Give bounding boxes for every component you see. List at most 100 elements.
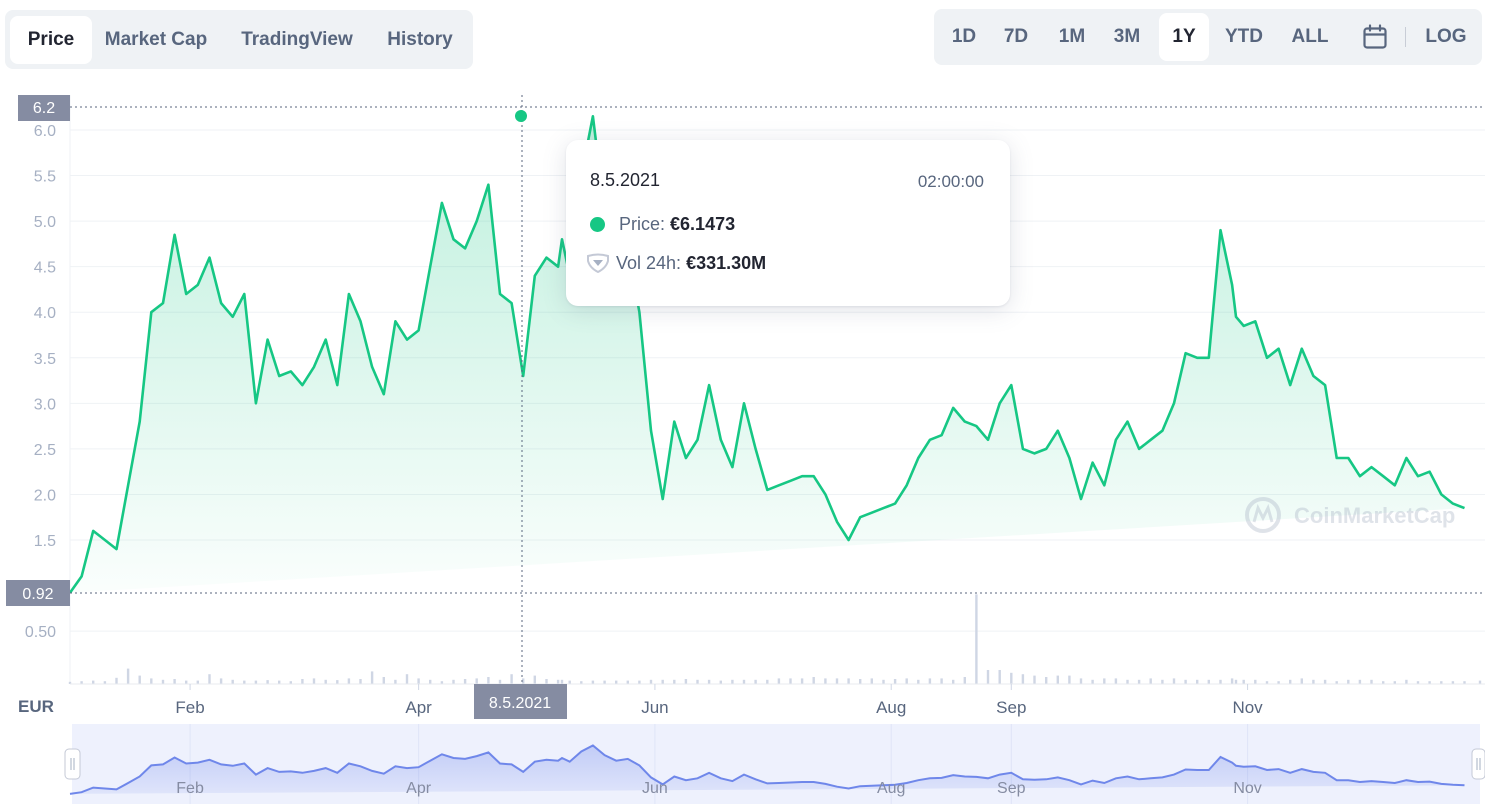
chart-type-tabs: Price Market Cap TradingView History bbox=[5, 10, 473, 69]
tooltip-volume-label: Vol 24h: bbox=[616, 253, 682, 273]
volume-bar bbox=[196, 680, 199, 684]
min-price-label: 0.92 bbox=[22, 586, 53, 603]
tab-market-cap[interactable]: Market Cap bbox=[104, 29, 208, 50]
volume-bar bbox=[696, 679, 699, 684]
tooltip-time: 02:00:00 bbox=[917, 172, 984, 191]
volume-bar bbox=[800, 678, 804, 684]
volume-bar bbox=[1478, 680, 1482, 684]
volume-bar bbox=[545, 679, 548, 684]
tooltip-volume-row: Vol 24h: €331.30M bbox=[587, 253, 766, 274]
volume-bar bbox=[1079, 678, 1083, 684]
volume-icon bbox=[587, 253, 609, 273]
range-1d[interactable]: 1D bbox=[951, 26, 977, 47]
volume-bar bbox=[707, 679, 711, 684]
volume-bar bbox=[219, 678, 223, 684]
y-tick-label: 0.50 bbox=[25, 624, 56, 641]
navigator-x-tick-label: Jun bbox=[642, 780, 668, 797]
volume-bar bbox=[68, 681, 72, 684]
x-tick-label: Feb bbox=[175, 698, 204, 717]
volume-bar bbox=[115, 677, 118, 684]
volume-bar bbox=[498, 679, 502, 684]
range-1y[interactable]: 1Y bbox=[1159, 13, 1209, 61]
volume-bar bbox=[1219, 679, 1222, 684]
volume-bar bbox=[1416, 681, 1420, 684]
y-tick-label: 6.0 bbox=[34, 123, 56, 140]
coinmarketcap-watermark: CoinMarketCap bbox=[1245, 497, 1455, 533]
range-ytd[interactable]: YTD bbox=[1225, 26, 1263, 47]
x-tick-label: Aug bbox=[876, 698, 906, 717]
volume-bar bbox=[1451, 681, 1455, 684]
volume-bar bbox=[522, 678, 525, 684]
volume-bar bbox=[1033, 675, 1036, 684]
volume-bar bbox=[394, 679, 397, 684]
tooltip-price-value: €6.1473 bbox=[670, 214, 736, 234]
volume-bar bbox=[1137, 679, 1141, 684]
volume-bar bbox=[742, 679, 746, 684]
volume-bar bbox=[560, 679, 564, 684]
volume-bar bbox=[1323, 679, 1327, 684]
price-area bbox=[70, 116, 1465, 593]
crosshair-x-label-box bbox=[474, 684, 567, 719]
volume-bar bbox=[1428, 681, 1431, 684]
volume-bar bbox=[231, 679, 234, 684]
volume-bar bbox=[254, 680, 258, 684]
calendar-icon[interactable] bbox=[1362, 24, 1388, 50]
volume-bar bbox=[161, 679, 165, 684]
y-tick-label: 2.0 bbox=[34, 487, 56, 504]
volume-bar bbox=[138, 675, 141, 684]
volume-bar bbox=[417, 678, 420, 684]
currency-label: EUR bbox=[18, 697, 54, 716]
range-1m[interactable]: 1M bbox=[1058, 26, 1086, 47]
volume-bar bbox=[1347, 679, 1350, 684]
volume-bar bbox=[1254, 679, 1257, 684]
y-tick-label: 5.0 bbox=[34, 214, 56, 231]
volume-bar bbox=[603, 680, 606, 684]
navigator-left-handle[interactable] bbox=[64, 748, 81, 780]
volume-bar bbox=[1010, 672, 1013, 684]
volume-bar bbox=[905, 678, 908, 684]
crosshair-y-label-box bbox=[18, 95, 70, 121]
tab-tradingview[interactable]: TradingView bbox=[241, 29, 353, 50]
volume-bar bbox=[859, 679, 862, 684]
y-tick-label: 4.5 bbox=[34, 260, 56, 277]
volume-bar bbox=[1370, 679, 1373, 684]
volume-bar bbox=[487, 677, 490, 684]
volume-bar bbox=[150, 678, 153, 684]
volume-bar bbox=[405, 674, 409, 684]
volume-bar bbox=[1184, 679, 1187, 684]
volume-bar bbox=[440, 681, 444, 684]
volume-bar bbox=[80, 681, 83, 684]
range-3m[interactable]: 3M bbox=[1113, 26, 1141, 47]
log-toggle[interactable]: LOG bbox=[1425, 26, 1467, 47]
hover-point bbox=[515, 110, 527, 122]
volume-bar bbox=[1265, 681, 1269, 684]
volume-bar bbox=[986, 670, 990, 684]
volume-bar bbox=[359, 679, 362, 684]
volume-bar bbox=[1405, 679, 1408, 684]
volume-bar bbox=[429, 679, 432, 684]
volume-bar bbox=[673, 679, 676, 684]
volume-bar bbox=[940, 678, 943, 684]
navigator-line bbox=[69, 744, 1465, 795]
range-7d[interactable]: 7D bbox=[1003, 26, 1029, 47]
volume-bar bbox=[1207, 679, 1210, 684]
volume-bar bbox=[324, 679, 327, 684]
volume-bar bbox=[998, 670, 1001, 684]
volume-bar bbox=[1068, 675, 1071, 684]
price-tooltip: 8.5.2021 02:00:00 Price: €6.1473 Vol 24h… bbox=[566, 140, 1010, 306]
volume-bar bbox=[1161, 679, 1164, 684]
tab-price[interactable]: Price bbox=[10, 16, 92, 64]
y-tick-label: 4.0 bbox=[34, 305, 56, 322]
volume-bar bbox=[1196, 679, 1199, 684]
tooltip-price-row: Price: €6.1473 bbox=[590, 214, 735, 235]
tab-history[interactable]: History bbox=[387, 29, 453, 50]
volume-bar bbox=[208, 674, 211, 684]
volume-bar bbox=[824, 678, 827, 684]
navigator-right-handle[interactable] bbox=[1471, 748, 1485, 780]
volume-bar bbox=[452, 679, 455, 684]
range-all[interactable]: ALL bbox=[1291, 26, 1329, 47]
volume-bar bbox=[731, 679, 734, 684]
volume-bar bbox=[1242, 679, 1245, 684]
volume-bar bbox=[1312, 679, 1315, 684]
